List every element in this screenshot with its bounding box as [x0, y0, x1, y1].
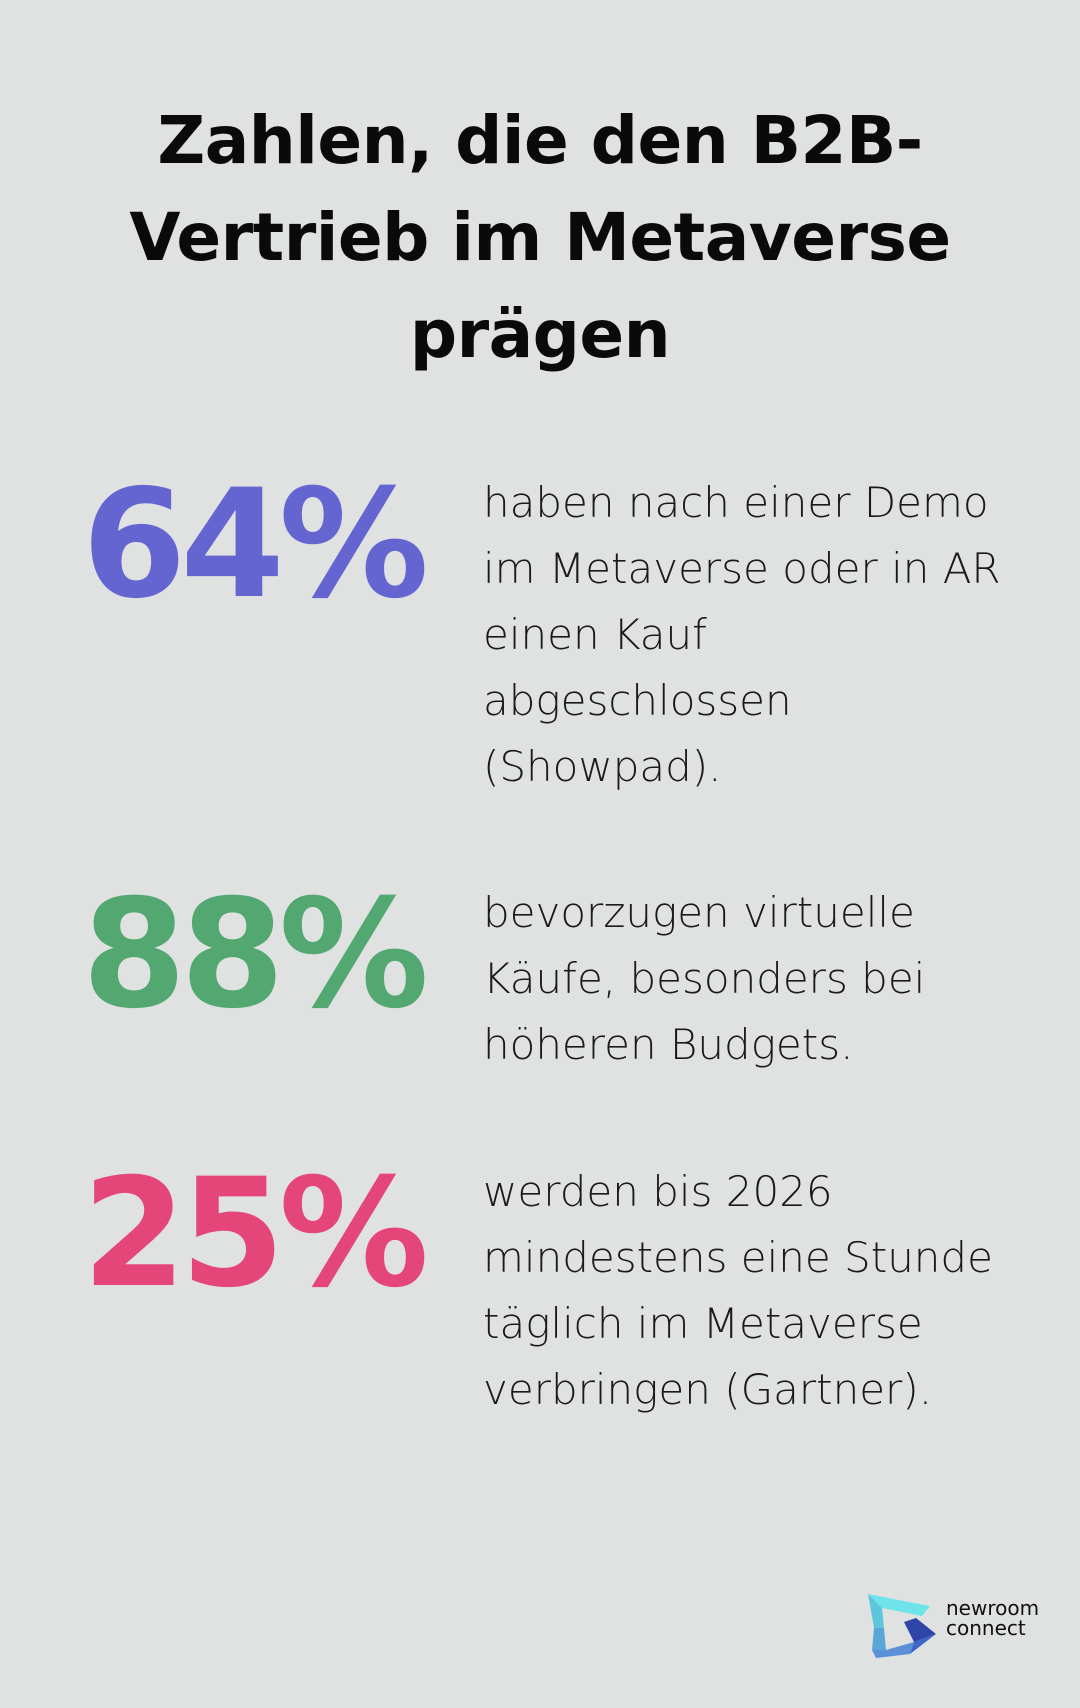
stat-description: haben nach einer Demo im Metaverse oder … — [483, 478, 1001, 791]
newroom-connect-logo: newroom connect — [866, 1592, 1046, 1664]
stat-description: werden bis 2026 mindestens eine Stunde t… — [483, 1167, 993, 1414]
stat-value: 88% — [82, 868, 429, 1042]
logo-line-1: newroom — [946, 1596, 1040, 1620]
stat-value: 25% — [82, 1147, 429, 1321]
page-title: Zahlen, die den B2B-Vertrieb im Metavers… — [129, 102, 951, 373]
stat-description: bevorzugen virtuelle Käufe, besonders be… — [483, 888, 926, 1069]
logo-line-2: connect — [946, 1616, 1026, 1640]
logo-mark-icon — [868, 1594, 936, 1658]
stat-value: 64% — [82, 458, 429, 632]
